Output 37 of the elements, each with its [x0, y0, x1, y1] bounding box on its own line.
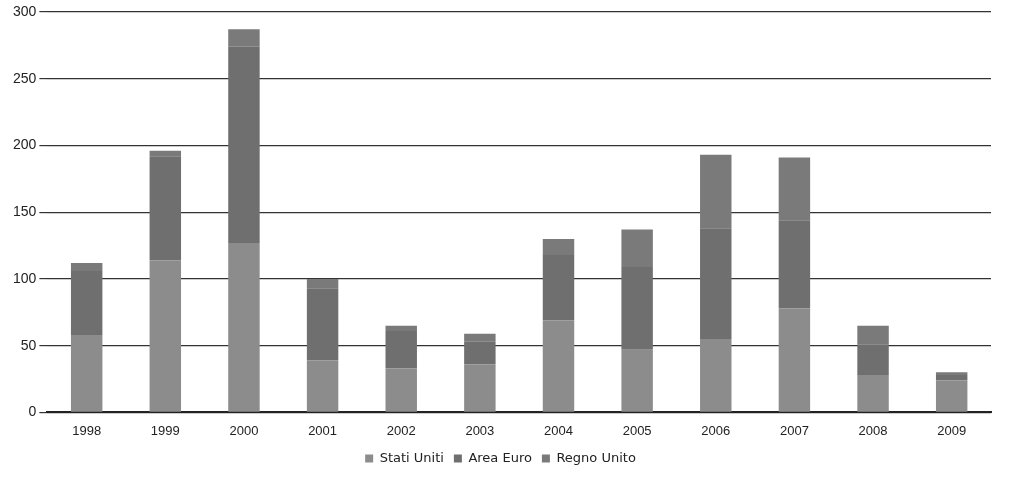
x-tick-label: 2009: [937, 422, 967, 438]
bar: [621, 349, 653, 412]
legend-label: Regno Unito: [556, 449, 636, 465]
bar: [149, 260, 182, 412]
legend-label: Stati Uniti: [379, 449, 444, 465]
bar: [385, 330, 417, 369]
y-tick-label: 200: [13, 136, 37, 153]
x-tick-label: 2003: [465, 422, 495, 438]
x-tick-label: 2000: [229, 422, 259, 438]
x-tick-label: 2002: [386, 422, 416, 438]
y-tick-label: 300: [13, 2, 37, 19]
x-tick-label: 2006: [701, 422, 731, 438]
legend-label: Area Euro: [468, 449, 532, 465]
bar: [935, 380, 968, 412]
bar: [306, 360, 339, 412]
y-tick-label: 150: [13, 203, 37, 220]
y-tick-label: 100: [13, 269, 37, 286]
y-tick-label: 0: [28, 403, 37, 420]
y-tick-label: 250: [13, 69, 37, 86]
x-tick-label: 1998: [72, 422, 102, 438]
bar: [70, 334, 103, 412]
x-tick-label: 2007: [779, 422, 809, 438]
bar: [778, 308, 811, 412]
bar: [935, 372, 968, 376]
x-tick-label: 1999: [150, 422, 180, 438]
y-tick-label: 50: [20, 336, 37, 353]
bar: [857, 375, 889, 412]
x-tick-label: 2005: [622, 422, 652, 438]
bar: [464, 364, 496, 412]
bar: [935, 375, 968, 381]
bar: [228, 242, 260, 412]
bar: [700, 338, 732, 412]
x-tick-label: 2004: [544, 422, 573, 438]
bar: [542, 320, 575, 412]
bar: [385, 368, 417, 412]
x-tick-label: 2008: [858, 422, 888, 438]
x-tick-label: 2001: [308, 422, 338, 438]
